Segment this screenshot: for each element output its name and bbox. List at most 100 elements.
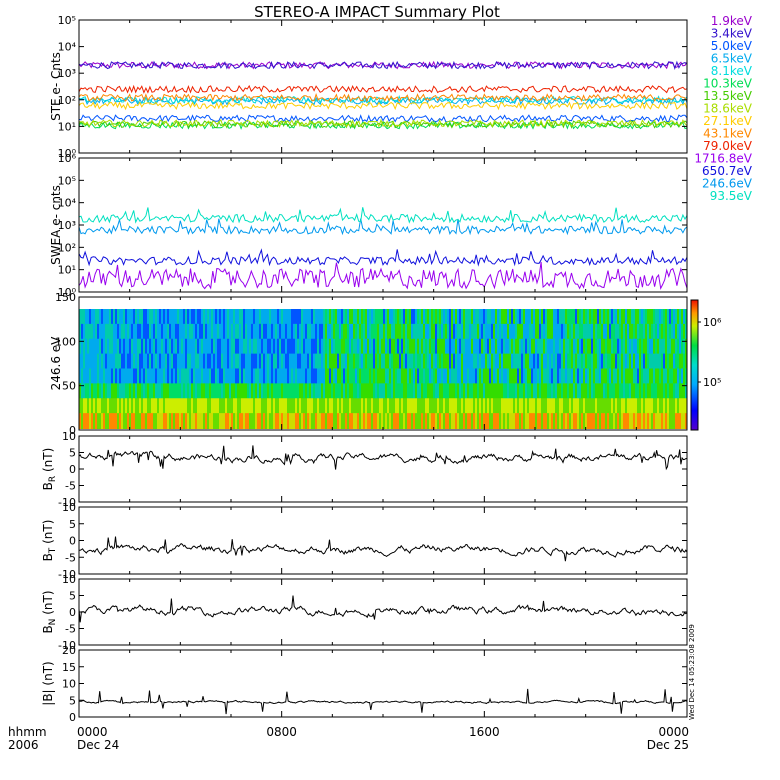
heatmap-cell <box>165 413 168 429</box>
heatmap-cell <box>661 398 664 415</box>
heatmap-cell <box>683 398 686 415</box>
heatmap-cell <box>191 323 194 340</box>
heatmap-cell <box>489 309 492 325</box>
heatmap-cell <box>321 398 324 415</box>
heatmap-cell <box>167 309 170 325</box>
heatmap-cell <box>397 309 400 325</box>
heatmap-cell <box>517 338 520 355</box>
heatmap-cell <box>143 413 146 429</box>
x-tick-time: 0000 <box>77 725 108 739</box>
heatmap-cell <box>503 368 506 385</box>
heatmap-cell <box>463 323 466 340</box>
heatmap-cell <box>559 353 562 370</box>
heatmap-cell <box>285 383 288 400</box>
heatmap-cell <box>315 413 318 429</box>
legend-entry: 650.7eV <box>702 164 753 178</box>
heatmap-cell <box>457 309 460 325</box>
heatmap-cell <box>373 338 376 355</box>
heatmap-cell <box>571 323 574 340</box>
heatmap-cell <box>491 383 494 400</box>
heatmap-cell <box>589 353 592 370</box>
heatmap-cell <box>503 338 506 355</box>
heatmap-cell <box>231 323 234 340</box>
heatmap-cell <box>685 398 688 415</box>
heatmap-cell <box>547 383 550 400</box>
heatmap-cell <box>263 368 266 385</box>
heatmap-cell <box>551 338 554 355</box>
heatmap-cell <box>389 398 392 415</box>
heatmap-cell <box>285 338 288 355</box>
heatmap-cell <box>93 323 96 340</box>
heatmap-cell <box>523 323 526 340</box>
heatmap-cell <box>495 338 498 355</box>
heatmap-cell <box>307 353 310 370</box>
heatmap-cell <box>381 309 384 325</box>
heatmap-cell <box>593 398 596 415</box>
heatmap-cell <box>211 413 214 429</box>
heatmap-cell <box>517 413 520 429</box>
heatmap-cell <box>653 338 656 355</box>
heatmap-cell <box>113 383 116 400</box>
heatmap-cell <box>427 398 430 415</box>
heatmap-cell <box>323 413 326 429</box>
heatmap-cell <box>551 383 554 400</box>
heatmap-cell <box>531 368 534 385</box>
y-tick-label: 0 <box>69 463 76 476</box>
heatmap-cell <box>671 368 674 385</box>
heatmap-cell <box>435 309 438 325</box>
legend-entry: 1716.8eV <box>694 152 752 166</box>
heatmap-cell <box>481 383 484 400</box>
heatmap-cell <box>249 353 252 370</box>
heatmap-cell <box>401 323 404 340</box>
heatmap-cell <box>577 309 580 325</box>
heatmap-cell <box>115 353 118 370</box>
heatmap-cell <box>107 383 110 400</box>
heatmap-cell <box>233 383 236 400</box>
legend-entry: 1.9keV <box>711 14 753 28</box>
heatmap-cell <box>523 338 526 355</box>
heatmap-cell <box>375 323 378 340</box>
heatmap-cell <box>217 368 220 385</box>
heatmap-cell <box>685 353 688 370</box>
heatmap-cell <box>637 353 640 370</box>
heatmap-cell <box>475 338 478 355</box>
heatmap-cell <box>609 338 612 355</box>
heatmap-cell <box>421 353 424 370</box>
heatmap-cell <box>123 368 126 385</box>
heatmap-cell <box>365 368 368 385</box>
heatmap-cell <box>651 323 654 340</box>
heatmap-cell <box>619 383 622 400</box>
heatmap-cell <box>199 309 202 325</box>
heatmap-cell <box>539 323 542 340</box>
heatmap-cell <box>185 323 188 340</box>
field-trace <box>78 688 688 715</box>
heatmap-cell <box>501 353 504 370</box>
heatmap-cell <box>645 383 648 400</box>
heatmap-cell <box>263 398 266 415</box>
heatmap-cell <box>405 368 408 385</box>
y-axis-label: STE e- Cnts <box>49 52 63 121</box>
heatmap-cell <box>215 338 218 355</box>
heatmap-cell <box>503 309 506 325</box>
heatmap-cell <box>295 368 298 385</box>
heatmap-cell <box>491 309 494 325</box>
heatmap-cell <box>217 338 220 355</box>
heatmap-cell <box>221 338 224 355</box>
legend-entry: 246.6eV <box>702 177 753 191</box>
heatmap-cell <box>79 338 82 355</box>
heatmap-cell <box>333 353 336 370</box>
heatmap-cell <box>311 368 314 385</box>
heatmap-cell <box>509 383 512 400</box>
y-axis-label: BT (nT) <box>41 520 58 562</box>
heatmap-cell <box>629 383 632 400</box>
heatmap-cell <box>101 323 104 340</box>
heatmap-cell <box>493 413 496 429</box>
heatmap-cell <box>489 368 492 385</box>
heatmap-cell <box>681 338 684 355</box>
heatmap-cell <box>287 353 290 370</box>
heatmap-cell <box>459 368 462 385</box>
heatmap-cell <box>151 309 154 325</box>
heatmap-cell <box>329 398 332 415</box>
heatmap-cell <box>319 309 322 325</box>
heatmap-cell <box>639 353 642 370</box>
